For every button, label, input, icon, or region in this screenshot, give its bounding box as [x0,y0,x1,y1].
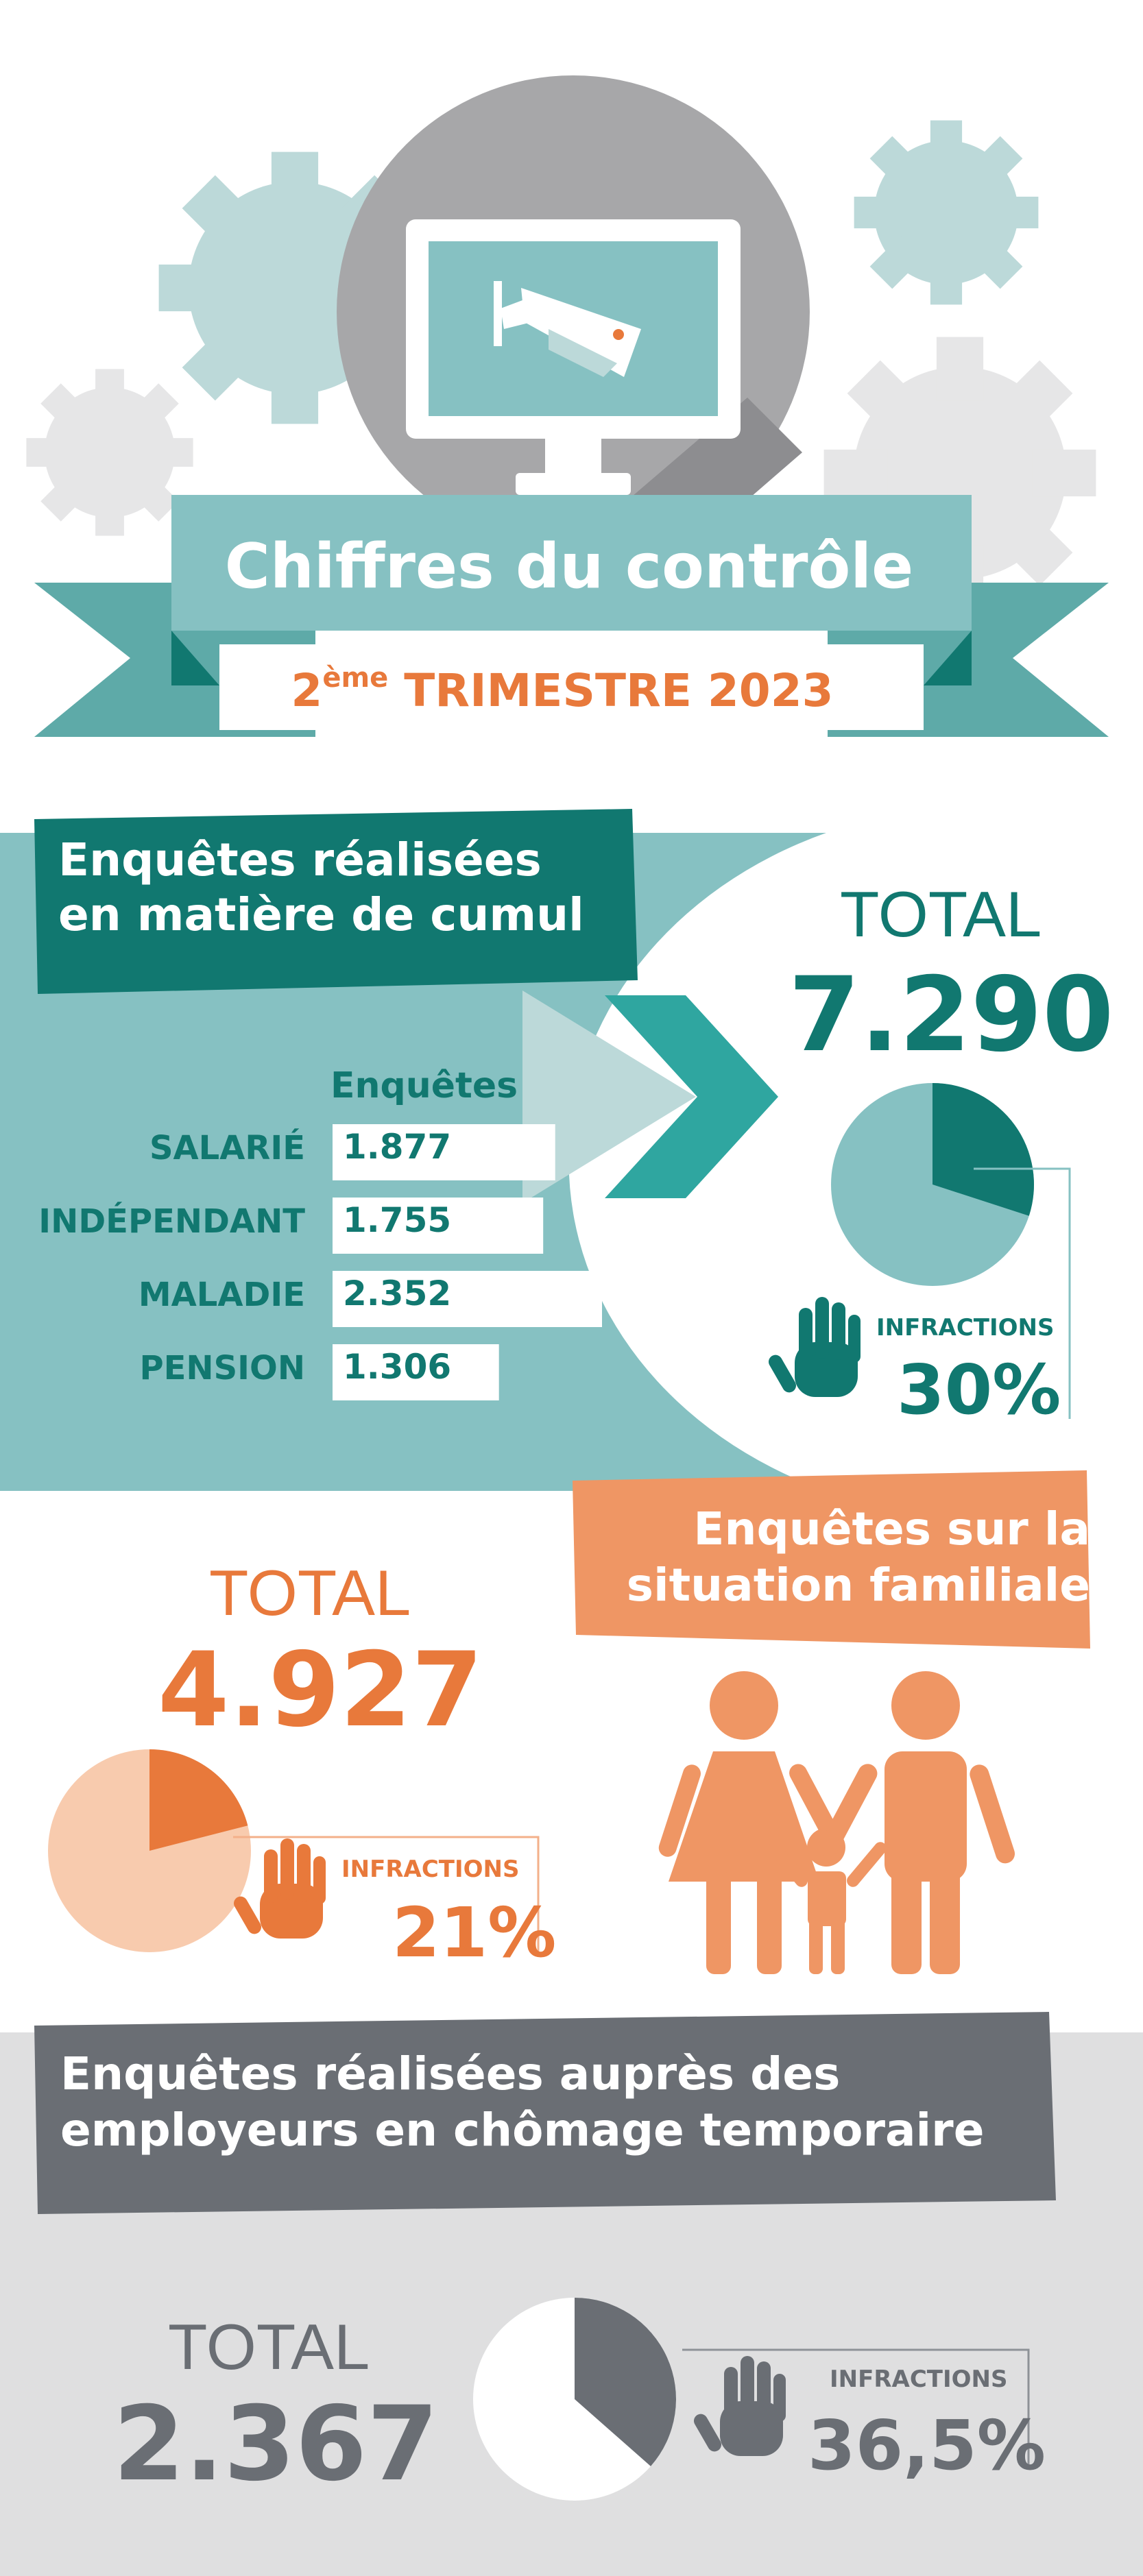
ordinal-suffix: ème [322,662,389,694]
quarter-label: TRIMESTRE 2023 [404,664,834,717]
pie-slice-infractions [933,1083,1034,1216]
cumul-total-value: 7.290 [789,956,1114,1075]
cumul-title-line1: Enquêtes réalisées [58,834,542,886]
row-label-maladie: MALADIE [138,1276,305,1314]
row-label-pension: PENSION [139,1349,305,1387]
value-bar-independant [333,1198,544,1254]
row-value-independant: 1.755 [343,1200,452,1240]
familiale-title-line1: Enquêtes sur la [693,1503,1090,1555]
value-bar-salarie [333,1124,555,1180]
familiale-title-banner [573,1470,1090,1649]
cumul-title-line2: en matière de cumul [58,888,584,941]
cumul-infractions-label: INFRACTIONS [876,1314,1055,1341]
familiale-infractions-pct: 21% [392,1893,557,1973]
row-value-salarie: 1.877 [343,1127,452,1167]
chomage-title-banner [34,2012,1056,2214]
period-subtitle: 2ème TRIMESTRE 2023 [219,662,905,717]
enquetes-column-header: Enquêtes [330,1065,518,1106]
chomage-title-line1: Enquêtes réalisées auprès des [60,2048,841,2100]
quarter-number: 2 [291,664,323,717]
gear-icon [854,120,1039,305]
chomage-infractions-pie [473,2298,677,2501]
familiale-total-label: TOTAL [209,1557,411,1629]
pie-slice-infractions [575,2298,677,2466]
row-label-salarie: SALARIÉ [149,1129,305,1167]
chomage-total-label: TOTAL [168,2311,370,2383]
familiale-total-value: 4.927 [158,1631,483,1750]
familiale-infractions-pie [48,1749,251,1952]
pie-slice-infractions [149,1749,248,1851]
cumul-bars [333,1124,602,1400]
family-icon [658,1671,1015,1974]
title-ribbon [34,495,1109,737]
cumul-total-label: TOTAL [840,878,1042,950]
chomage-title-line2: employeurs en chômage temporaire [60,2104,985,2156]
familiale-title: Enquêtes sur la situation familiale [597,1501,1090,1614]
chomage-total-value: 2.367 [113,2385,439,2504]
row-label-independant: INDÉPENDANT [38,1202,305,1241]
hand-icon [766,1297,861,1397]
chomage-infractions-label: INFRACTIONS [830,2366,1008,2393]
row-value-maladie: 2.352 [343,1274,452,1313]
gear-icon [26,369,193,536]
value-bar-maladie [333,1271,602,1327]
cumul-title: Enquêtes réalisées en matière de cumul [58,833,584,943]
chomage-title: Enquêtes réalisées auprès des employeurs … [60,2046,985,2159]
row-value-pension: 1.306 [343,1347,452,1387]
page-title: Chiffres du contrôle [224,531,914,603]
familiale-title-line2: situation familiale [626,1559,1090,1612]
arrow-icon [522,991,778,1203]
cumul-infractions-pct: 30% [897,1350,1061,1430]
security-camera-icon [494,281,641,377]
value-bar-pension [333,1344,499,1400]
familiale-infractions-label: INFRACTIONS [341,1856,520,1883]
cumul-infractions-pie [831,1083,1034,1286]
cumul-title-banner [34,809,638,994]
chomage-infractions-pct: 36,5% [808,2405,1046,2486]
